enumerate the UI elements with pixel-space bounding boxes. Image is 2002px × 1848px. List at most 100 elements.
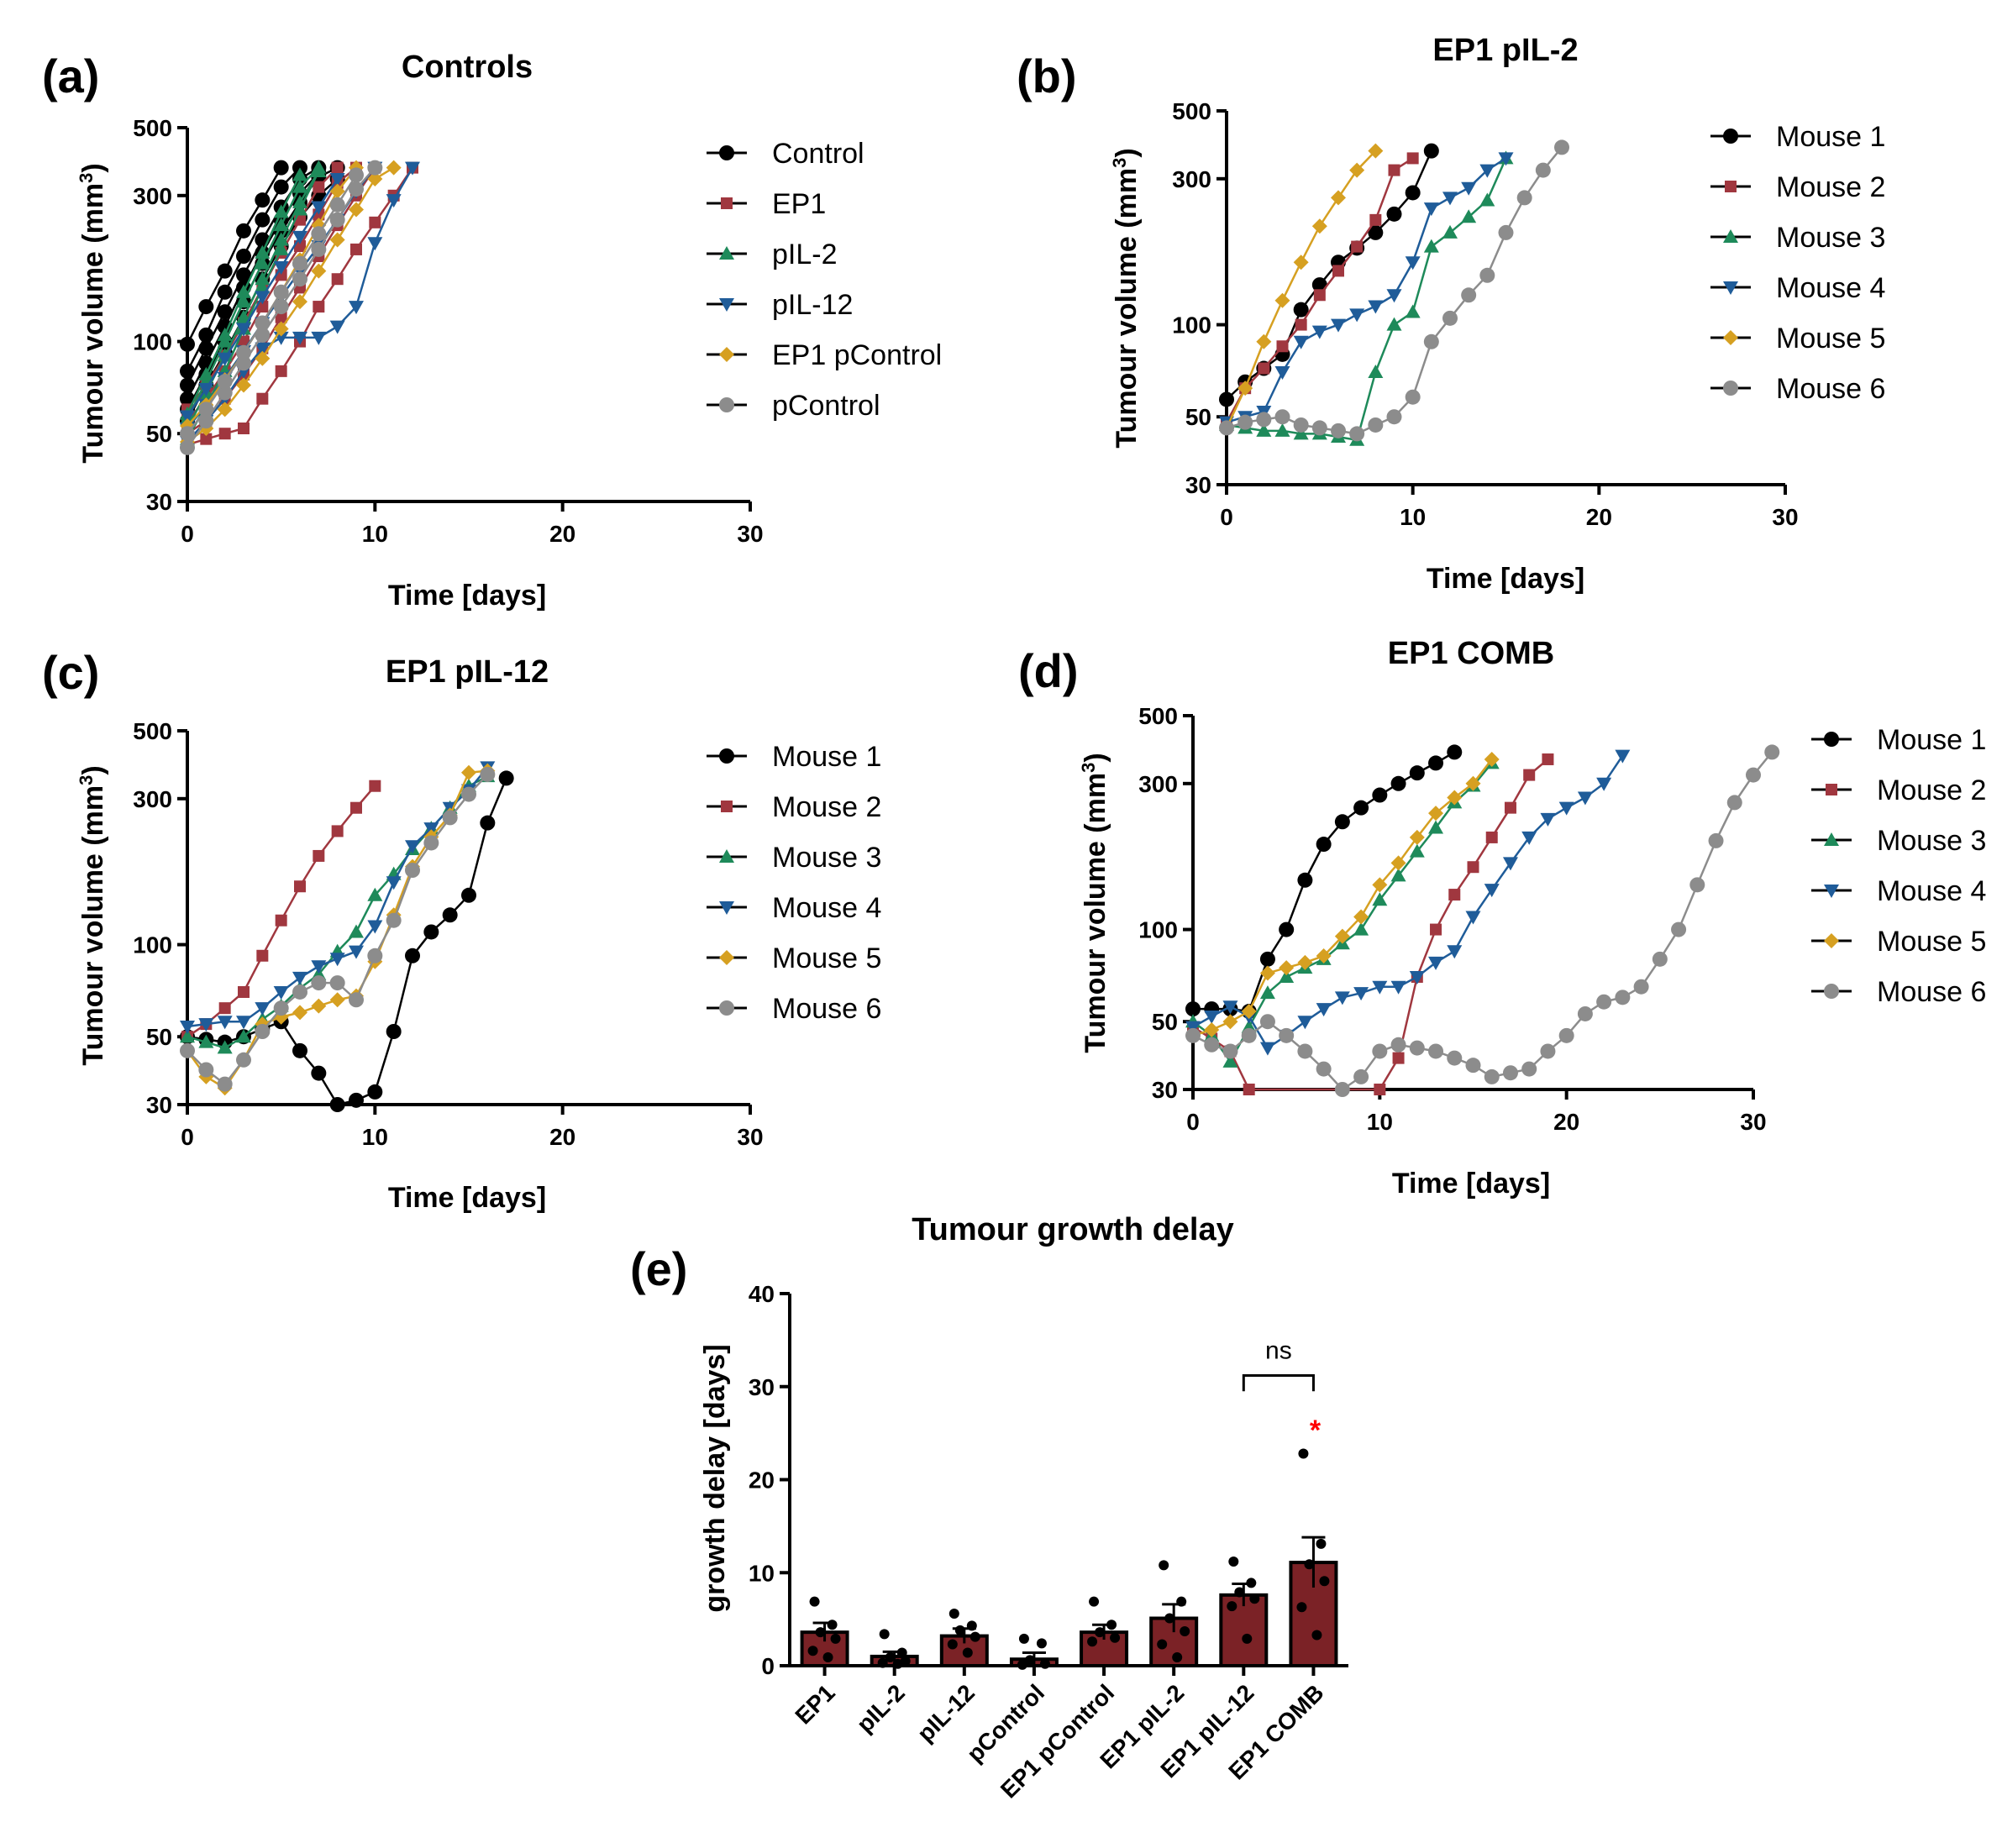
pe-y-tick-label: 30 — [749, 1374, 775, 1400]
pc-series-mouse-2-point — [294, 880, 306, 893]
pd-series-mouse-1-point — [1409, 765, 1425, 781]
pb-series-mouse-5-point — [1256, 333, 1272, 349]
pc-series-mouse-2-point — [369, 780, 381, 792]
pd-series-mouse-4-point — [1484, 884, 1500, 898]
pa-y-tick-label: 300 — [133, 183, 172, 209]
pa-series-pil-12-point — [311, 201, 327, 215]
pc-series-mouse-6-point — [349, 992, 364, 1008]
pc-series-mouse-6-point — [198, 1062, 214, 1078]
pe-data-point — [1087, 1636, 1098, 1647]
pb-series-mouse-3-line — [1226, 157, 1507, 442]
pb-series-mouse-2-point — [1295, 318, 1307, 331]
pd-x-tick-label: 0 — [1186, 1109, 1200, 1135]
pa-series-ep1-point — [331, 161, 344, 174]
pa-legend-item-pcontrol: pControl — [707, 390, 880, 422]
pd-series-mouse-6-point — [1764, 744, 1780, 760]
pa-series-pcontrol-point — [292, 255, 307, 271]
panel-b-ylabel-sup: 3 — [1109, 158, 1130, 168]
pd-series-mouse-6-point — [1671, 921, 1687, 937]
panel-e-title: Tumour growth delay — [912, 1212, 1234, 1247]
pe-bar-group-ep1-pil-2 — [1149, 1560, 1199, 1667]
pc-series-mouse-4-point — [329, 953, 345, 967]
pc-series-mouse-6 — [180, 766, 496, 1092]
pd-series-mouse-6-point — [1241, 1027, 1257, 1043]
pd-series-mouse-6-point — [1689, 877, 1705, 893]
pb-series-mouse-2-point — [1313, 289, 1326, 302]
panel-c-plot-area — [180, 761, 514, 1112]
pa-series-ep1-point — [313, 181, 325, 193]
pd-y-tick-label: 30 — [1152, 1077, 1178, 1103]
pc-legend-item-mouse-5: Mouse 5 — [707, 942, 881, 974]
pd-series-mouse-4-point — [1316, 1003, 1332, 1017]
pe-data-point — [1164, 1613, 1175, 1624]
pc-legend-marker — [719, 748, 734, 764]
pa-series-control-point — [217, 304, 233, 320]
pd-series-mouse-1-point — [1390, 775, 1406, 791]
pb-series-mouse-4-point — [1331, 318, 1346, 333]
pb-series-mouse-5-point — [1368, 143, 1384, 159]
pc-series-mouse-4-point — [217, 1016, 233, 1030]
pb-series-mouse-6-point — [1311, 420, 1327, 436]
panel-b-label: (b) — [1017, 50, 1077, 102]
pc-series-mouse-4-point — [292, 971, 307, 985]
pb-series-mouse-4-point — [1423, 202, 1439, 217]
pd-series-mouse-4-point — [1259, 1042, 1275, 1056]
pc-series-mouse-3-point — [236, 1029, 251, 1043]
pb-series-mouse-6-point — [1293, 417, 1309, 433]
pd-series-mouse-1-point — [1334, 814, 1350, 830]
pb-legend-item-mouse-4: Mouse 4 — [1710, 272, 1885, 304]
panel-d-label: (d) — [1018, 644, 1079, 697]
pb-legend-label: Mouse 2 — [1776, 171, 1885, 203]
pc-legend-marker — [719, 950, 734, 965]
pa-series-control-point — [255, 192, 271, 208]
pd-series-mouse-6-point — [1259, 1014, 1275, 1030]
pc-series-mouse-5-point — [292, 1005, 307, 1021]
pe-data-point — [966, 1620, 977, 1631]
pd-series-mouse-6-point — [1484, 1068, 1500, 1084]
pa-legend-label: pIL-2 — [772, 239, 838, 270]
pa-series-control-point — [217, 284, 233, 300]
pb-series-mouse-4-point — [1386, 289, 1402, 303]
pa-series-pcontrol-point — [255, 327, 271, 343]
pd-series-mouse-5-point — [1465, 775, 1481, 791]
pa-series-pcontrol-point — [367, 160, 383, 176]
pb-series-mouse-1-point — [1386, 206, 1402, 222]
pd-series-mouse-5-point — [1279, 960, 1295, 976]
pb-series-mouse-4-line — [1226, 157, 1507, 423]
pe-y-tick-label: 10 — [749, 1560, 775, 1586]
panel-b: (b) EP1 pIL-2 Time [days] Tumour volume … — [1017, 33, 1885, 595]
pd-series-mouse-1-point — [1316, 837, 1332, 853]
pd-series-mouse-2-point — [1542, 753, 1554, 765]
pe-data-point — [1018, 1633, 1029, 1644]
pb-series-mouse-1-line — [1226, 150, 1432, 401]
pd-series-mouse-6-point — [1521, 1061, 1537, 1077]
pb-series-mouse-6-point — [1405, 389, 1421, 405]
pd-series-mouse-3-point — [1353, 921, 1369, 936]
pc-series-mouse-1-point — [311, 1065, 327, 1081]
pd-legend-label: Mouse 3 — [1877, 825, 1986, 857]
pd-series-mouse-5-point — [1259, 965, 1275, 981]
panel-a-ylabel-sup: 3 — [76, 173, 97, 183]
pb-x-tick-label: 20 — [1586, 504, 1612, 530]
pd-legend-marker — [1824, 933, 1839, 948]
pa-x-tick-label: 20 — [549, 521, 575, 547]
pa-series-pil-12-point — [255, 342, 271, 356]
pd-series-mouse-4-point — [1222, 1000, 1238, 1015]
pb-series-mouse-4-point — [1274, 365, 1290, 380]
pe-data-point — [1234, 1587, 1245, 1598]
pd-series-mouse-1-point — [1372, 787, 1388, 803]
pd-series-mouse-1-point — [1185, 1001, 1201, 1017]
panel-c-axes: 30 50 100 300 500 0 10 20 30 — [133, 718, 763, 1150]
pa-series-ep1-point — [218, 428, 231, 440]
pa-series-pil-2-point — [273, 232, 289, 246]
pe-bar-group-pcontrol — [1009, 1633, 1059, 1670]
pb-legend-label: Mouse 5 — [1776, 323, 1885, 354]
pd-series-mouse-4-point — [1297, 1016, 1313, 1030]
pa-series-control-point — [198, 340, 214, 356]
pb-series-mouse-3-point — [1405, 304, 1421, 318]
pa-y-tick-label: 30 — [146, 489, 172, 515]
pb-series-mouse-6-point — [1442, 310, 1458, 326]
pd-legend-item-mouse-2: Mouse 2 — [1811, 774, 1986, 806]
pd-y-tick-label: 300 — [1138, 771, 1178, 797]
